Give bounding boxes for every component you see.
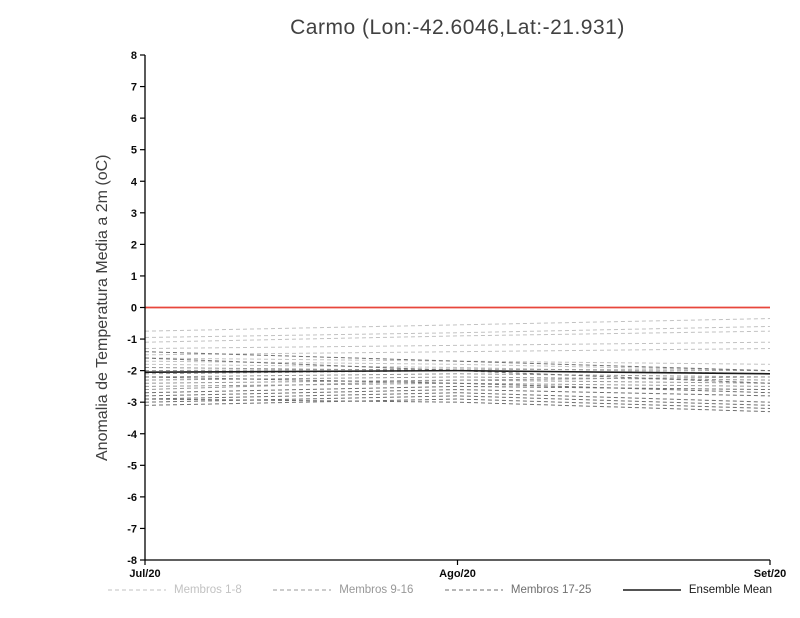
svg-text:0: 0 <box>131 303 137 315</box>
dashed-line-sample-icon <box>108 589 166 591</box>
legend: Membros 1-8 Membros 9-16 Membros 17-25 E… <box>108 584 772 596</box>
legend-label: Membros 17-25 <box>510 584 592 596</box>
svg-text:2: 2 <box>131 239 137 251</box>
svg-text:-6: -6 <box>127 492 137 504</box>
svg-text:6: 6 <box>131 113 137 125</box>
svg-text:5: 5 <box>131 145 137 157</box>
svg-text:3: 3 <box>131 208 137 220</box>
svg-text:-1: -1 <box>127 334 137 346</box>
legend-item-ensemble-mean: Ensemble Mean <box>622 584 772 596</box>
svg-text:-8: -8 <box>127 555 137 567</box>
solid-line-sample-icon <box>622 589 681 591</box>
svg-text:4: 4 <box>131 176 138 188</box>
legend-label: Membros 9-16 <box>339 584 414 596</box>
svg-text:1: 1 <box>131 271 137 283</box>
dashed-line-sample-icon <box>273 589 332 591</box>
legend-label: Membros 1-8 <box>174 584 242 596</box>
svg-text:-4: -4 <box>127 429 138 441</box>
svg-text:-3: -3 <box>127 397 137 409</box>
svg-text:Jul/20: Jul/20 <box>129 568 160 580</box>
svg-text:Set/20: Set/20 <box>754 568 786 580</box>
legend-item-membros-1-8: Membros 1-8 <box>108 584 242 596</box>
svg-text:-5: -5 <box>127 460 137 472</box>
legend-label: Ensemble Mean <box>688 584 772 596</box>
legend-item-membros-9-16: Membros 9-16 <box>273 584 413 596</box>
dashed-line-sample-icon <box>444 589 503 591</box>
svg-text:7: 7 <box>131 82 137 94</box>
chart-title: Carmo (Lon:-42.6046,Lat:-21.931) <box>290 16 625 39</box>
svg-text:-7: -7 <box>127 523 137 535</box>
svg-text:8: 8 <box>131 50 137 62</box>
legend-item-membros-17-25: Membros 17-25 <box>444 584 592 596</box>
svg-text:Ago/20: Ago/20 <box>439 568 476 580</box>
svg-text:-2: -2 <box>127 366 137 378</box>
